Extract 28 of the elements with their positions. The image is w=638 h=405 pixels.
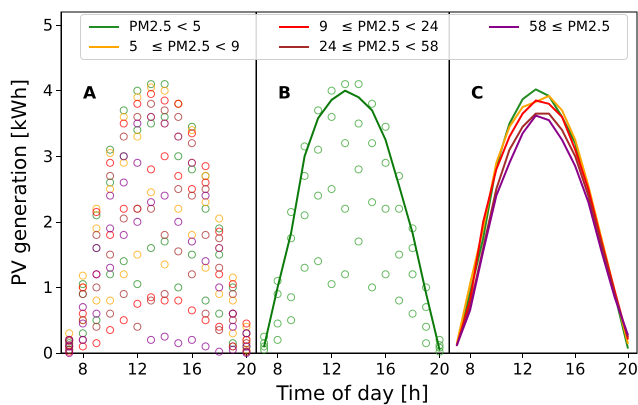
x-tick-label: 12 bbox=[321, 360, 342, 378]
y-tick-label: 4 bbox=[42, 81, 53, 100]
x-tick-label: 16 bbox=[565, 360, 586, 378]
y-tick-label: 0 bbox=[42, 344, 53, 362]
x-tick-label: 20 bbox=[618, 360, 638, 378]
y-tick-label: 1 bbox=[42, 278, 53, 297]
x-tick-label: 16 bbox=[375, 360, 396, 378]
y-tick-label: 2 bbox=[42, 212, 53, 232]
x-tick-label: 20 bbox=[429, 360, 450, 378]
y-axis-title: PV generation [kWh] bbox=[7, 79, 31, 286]
annotation: B bbox=[278, 84, 291, 104]
y-tick-label: 5 bbox=[42, 16, 53, 35]
annotation: A bbox=[83, 84, 97, 104]
x-tick-label: 20 bbox=[236, 360, 257, 378]
x-axis-title: Time of day [h] bbox=[275, 381, 429, 405]
x-tick-label: 8 bbox=[272, 360, 283, 378]
x-tick-label: 8 bbox=[78, 360, 88, 378]
legend-label: 58 ≤ PM2.5 bbox=[529, 19, 610, 35]
annotation: C bbox=[471, 84, 484, 104]
legend-label: 24 ≤ PM2.5 < 58 bbox=[319, 39, 439, 55]
x-tick-label: 12 bbox=[127, 360, 148, 378]
y-tick-label: 3 bbox=[42, 146, 53, 166]
x-tick-label: 8 bbox=[464, 360, 476, 378]
x-tick-label: 12 bbox=[512, 360, 533, 378]
x-tick-label: 16 bbox=[182, 360, 202, 378]
legend-label: PM2.5 < 5 bbox=[129, 19, 202, 35]
legend-label: 9 ≤ PM2.5 < 24 bbox=[319, 19, 439, 35]
legend-label: 5 ≤ PM2.5 < 9 bbox=[129, 39, 240, 55]
